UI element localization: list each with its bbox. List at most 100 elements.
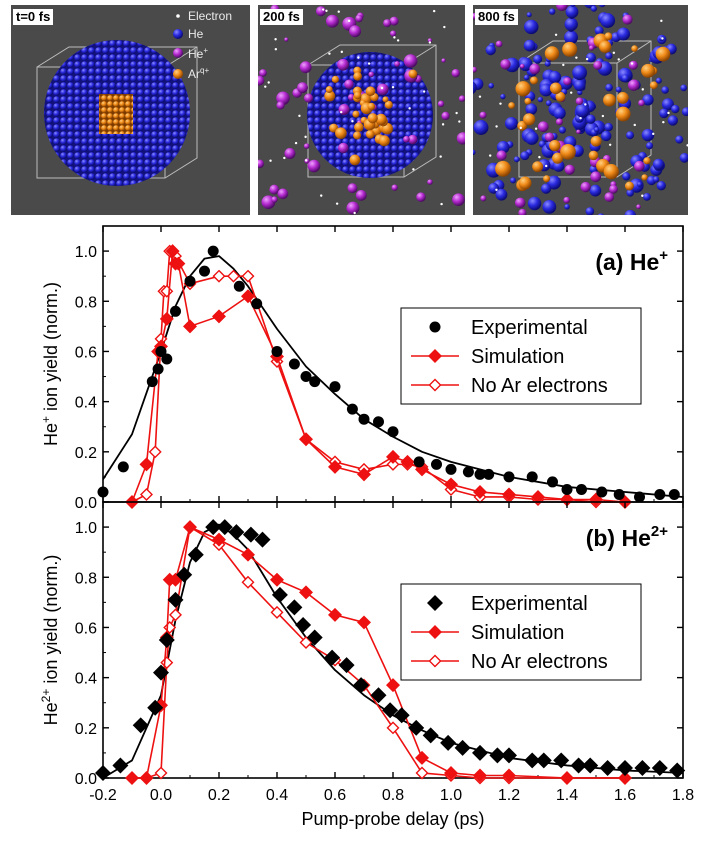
he-plus-particle xyxy=(544,132,555,142)
electron-particle xyxy=(652,132,655,136)
experimental-point xyxy=(346,403,358,415)
legend-entry-label: No Ar electrons xyxy=(471,375,608,397)
he-particle xyxy=(585,207,595,215)
y-label-sup: + xyxy=(39,416,53,423)
ar-marker xyxy=(173,69,183,79)
ar-ion-particle xyxy=(384,100,393,109)
he-plus-particle xyxy=(297,82,308,94)
chart-he-plus: 0.00.20.40.60.81.0He+ ion yield (norm.)(… xyxy=(39,225,684,512)
electron-particle xyxy=(432,9,436,13)
panel-title-sup: 2+ xyxy=(651,523,668,540)
he-particle xyxy=(642,94,654,106)
he-plus-particle xyxy=(518,208,527,215)
experimental-point xyxy=(440,734,457,751)
simulation-point xyxy=(386,449,400,464)
electron-particle xyxy=(337,10,340,13)
electron-particle xyxy=(633,123,636,127)
he-particle xyxy=(589,184,602,197)
ar-ion-particle xyxy=(555,91,566,102)
electron-particle xyxy=(335,202,339,205)
electron-particle xyxy=(283,156,286,160)
y-tick-label: 0.4 xyxy=(75,395,97,412)
experimental-point xyxy=(634,759,651,776)
experimental-point xyxy=(271,586,288,603)
snapshot-t0-render xyxy=(36,40,198,186)
he-particle xyxy=(473,120,489,135)
he-plus-particle xyxy=(403,54,418,68)
he-particle xyxy=(473,149,476,156)
fit-curve xyxy=(102,255,684,498)
electron-particle xyxy=(495,125,498,128)
ar-ion-particle xyxy=(588,150,599,161)
he-plus-particle xyxy=(563,77,572,86)
he-plus-particle xyxy=(604,192,615,202)
electron-particle xyxy=(294,141,298,145)
legend-entry-label: No Ar electrons xyxy=(471,651,608,673)
he-particle xyxy=(659,108,669,119)
electron-particle xyxy=(441,123,445,126)
experimental-point xyxy=(295,616,312,633)
he-particle xyxy=(547,175,561,190)
ar-ion-particle xyxy=(335,127,347,139)
he-particle xyxy=(558,126,566,134)
electron-particle xyxy=(570,91,573,94)
simulation-point xyxy=(400,454,415,469)
legend-he-plus-text: He+ xyxy=(188,46,208,61)
experimental-point xyxy=(387,426,399,438)
he-particle xyxy=(565,5,579,19)
he-particle xyxy=(675,135,684,144)
experimental-point xyxy=(170,305,181,317)
he-particle xyxy=(500,93,506,100)
experimental-point xyxy=(422,727,439,744)
experimental-point xyxy=(271,345,283,357)
he-particle xyxy=(626,131,635,140)
ar-ion-particle xyxy=(515,81,531,97)
legend-simulation-marker xyxy=(428,349,442,363)
experimental-point xyxy=(338,657,355,674)
he-particle xyxy=(661,86,669,94)
he-plus-particle xyxy=(349,25,362,38)
legend-no-ar-marker xyxy=(428,378,442,392)
he-plus-particle xyxy=(580,181,591,193)
electron-particle xyxy=(601,114,605,118)
experimental-point xyxy=(524,752,541,769)
experimental-point xyxy=(654,488,666,500)
ar-ion-particle xyxy=(590,135,602,147)
electron-particle xyxy=(630,62,634,65)
he-plus-particle xyxy=(269,184,280,195)
he-plus-particle xyxy=(325,14,339,28)
he-plus-particle xyxy=(346,201,360,215)
he-plus-particle xyxy=(496,150,507,161)
he-particle xyxy=(622,172,631,181)
experimental-point xyxy=(483,468,495,480)
experimental-point xyxy=(199,265,210,277)
ar-ion-particle xyxy=(549,140,561,152)
he-plus-particle xyxy=(389,16,399,26)
electron-particle xyxy=(534,127,538,130)
ar-ion-particle xyxy=(552,152,564,164)
experimental-point xyxy=(216,519,233,536)
panel-title-sup: + xyxy=(659,247,668,264)
simulation-point xyxy=(444,477,458,492)
simulation-point xyxy=(560,771,574,785)
electron-particle xyxy=(298,114,301,118)
electron-particle xyxy=(519,126,522,130)
y-tick-label: 0.8 xyxy=(75,294,97,311)
electron-particle xyxy=(321,8,325,11)
simulation-point xyxy=(212,532,226,547)
he-particle xyxy=(488,182,500,194)
electron-particle xyxy=(340,50,344,54)
he-plus-particle xyxy=(284,147,296,159)
electron-particle xyxy=(488,154,492,157)
y-axis-label: He+ ion yield (norm.) xyxy=(39,282,61,446)
ar-ion-particle xyxy=(543,175,551,183)
no-ar-electrons-point xyxy=(148,445,162,459)
ar-ion-particle xyxy=(495,160,511,177)
electron-particle xyxy=(641,88,644,91)
he-particle xyxy=(590,5,597,12)
he-plus-particle xyxy=(344,79,354,89)
experimental-point xyxy=(553,752,570,769)
electron-particle xyxy=(428,41,432,44)
snapshot-time-label: 200 fs xyxy=(260,9,303,25)
simulation-point xyxy=(357,615,371,630)
